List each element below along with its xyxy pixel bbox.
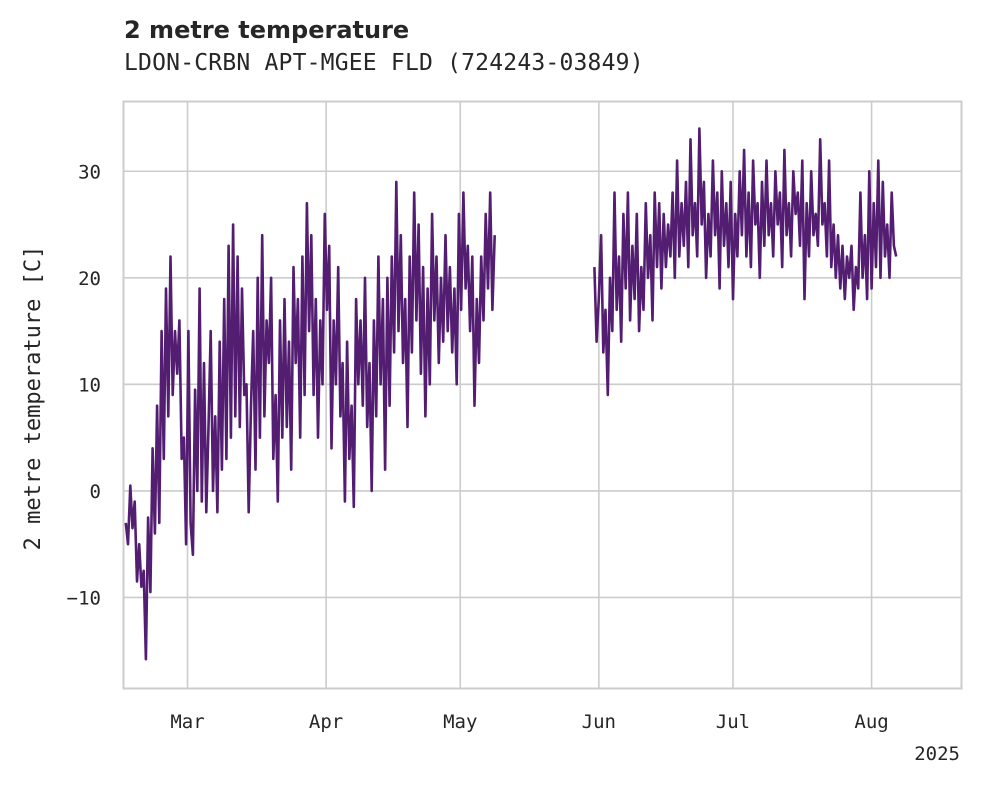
x-tick-label-aug: Aug <box>854 711 888 733</box>
x-tick-label-jun: Jun <box>582 711 616 733</box>
chart-title: 2 metre temperature <box>124 16 410 44</box>
x-tick-label-mar: Mar <box>170 711 204 733</box>
y-tick-label: 30 <box>78 161 101 183</box>
x-tick-label-may: May <box>443 711 477 733</box>
x-tick-label-jul: Jul <box>716 711 750 733</box>
chart-subtitle: LDON-CRBN APT-MGEE FLD (724243-03849) <box>124 50 644 76</box>
temperature-series-line-segment-1 <box>124 180 496 661</box>
y-axis-label: 2 metre temperature [C] <box>21 246 46 551</box>
y-tick-label: 20 <box>78 268 101 290</box>
series-layer <box>124 127 898 661</box>
y-tick-label: 0 <box>90 481 101 503</box>
year-label: 2025 <box>914 743 960 765</box>
tick-labels: −10 0 10 20 30 Mar Apr May Jun Jul Aug <box>67 161 889 733</box>
y-tick-label: 10 <box>78 374 101 396</box>
temperature-series-line-segment-2 <box>593 127 898 397</box>
y-tick-label: −10 <box>67 587 101 609</box>
grid-lines <box>124 102 961 688</box>
plot-frame <box>122 100 963 690</box>
x-tick-label-apr: Apr <box>309 711 343 733</box>
